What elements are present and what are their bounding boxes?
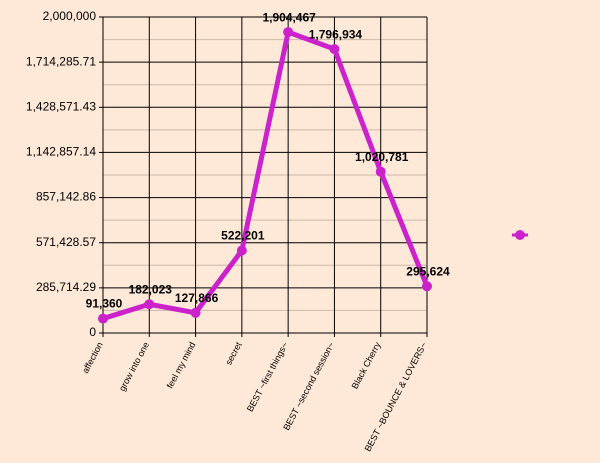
series-line bbox=[102, 29, 430, 321]
point bbox=[236, 245, 247, 256]
data-label: 295,624 bbox=[406, 264, 450, 278]
y-tick-label: 857,142.86 bbox=[36, 190, 96, 204]
point bbox=[283, 27, 294, 38]
y-tick-label: 2,000,000 bbox=[43, 9, 97, 23]
data-label: 127,866 bbox=[175, 291, 219, 305]
data-label: 182,023 bbox=[129, 282, 173, 296]
point bbox=[422, 281, 432, 292]
point bbox=[190, 307, 201, 318]
data-label: 91,360 bbox=[86, 297, 123, 311]
y-tick-label: 1,142,857.14 bbox=[26, 145, 96, 159]
point bbox=[375, 166, 386, 177]
point bbox=[144, 299, 155, 310]
y-tick-label: 0 bbox=[89, 325, 96, 339]
point bbox=[98, 313, 108, 324]
data-label: 1,020,781 bbox=[355, 150, 409, 164]
y-tick-label: 1,428,571.43 bbox=[26, 99, 96, 113]
y-tick-label: 571,428.57 bbox=[36, 235, 96, 249]
y-tick-label: 1,714,285.71 bbox=[26, 54, 96, 68]
data-label: 522,201 bbox=[221, 229, 265, 243]
data-label: 1,796,934 bbox=[309, 27, 363, 41]
point bbox=[329, 44, 340, 55]
data-label: 1,904,467 bbox=[262, 10, 316, 24]
y-tick-label: 285,714.29 bbox=[36, 280, 96, 294]
